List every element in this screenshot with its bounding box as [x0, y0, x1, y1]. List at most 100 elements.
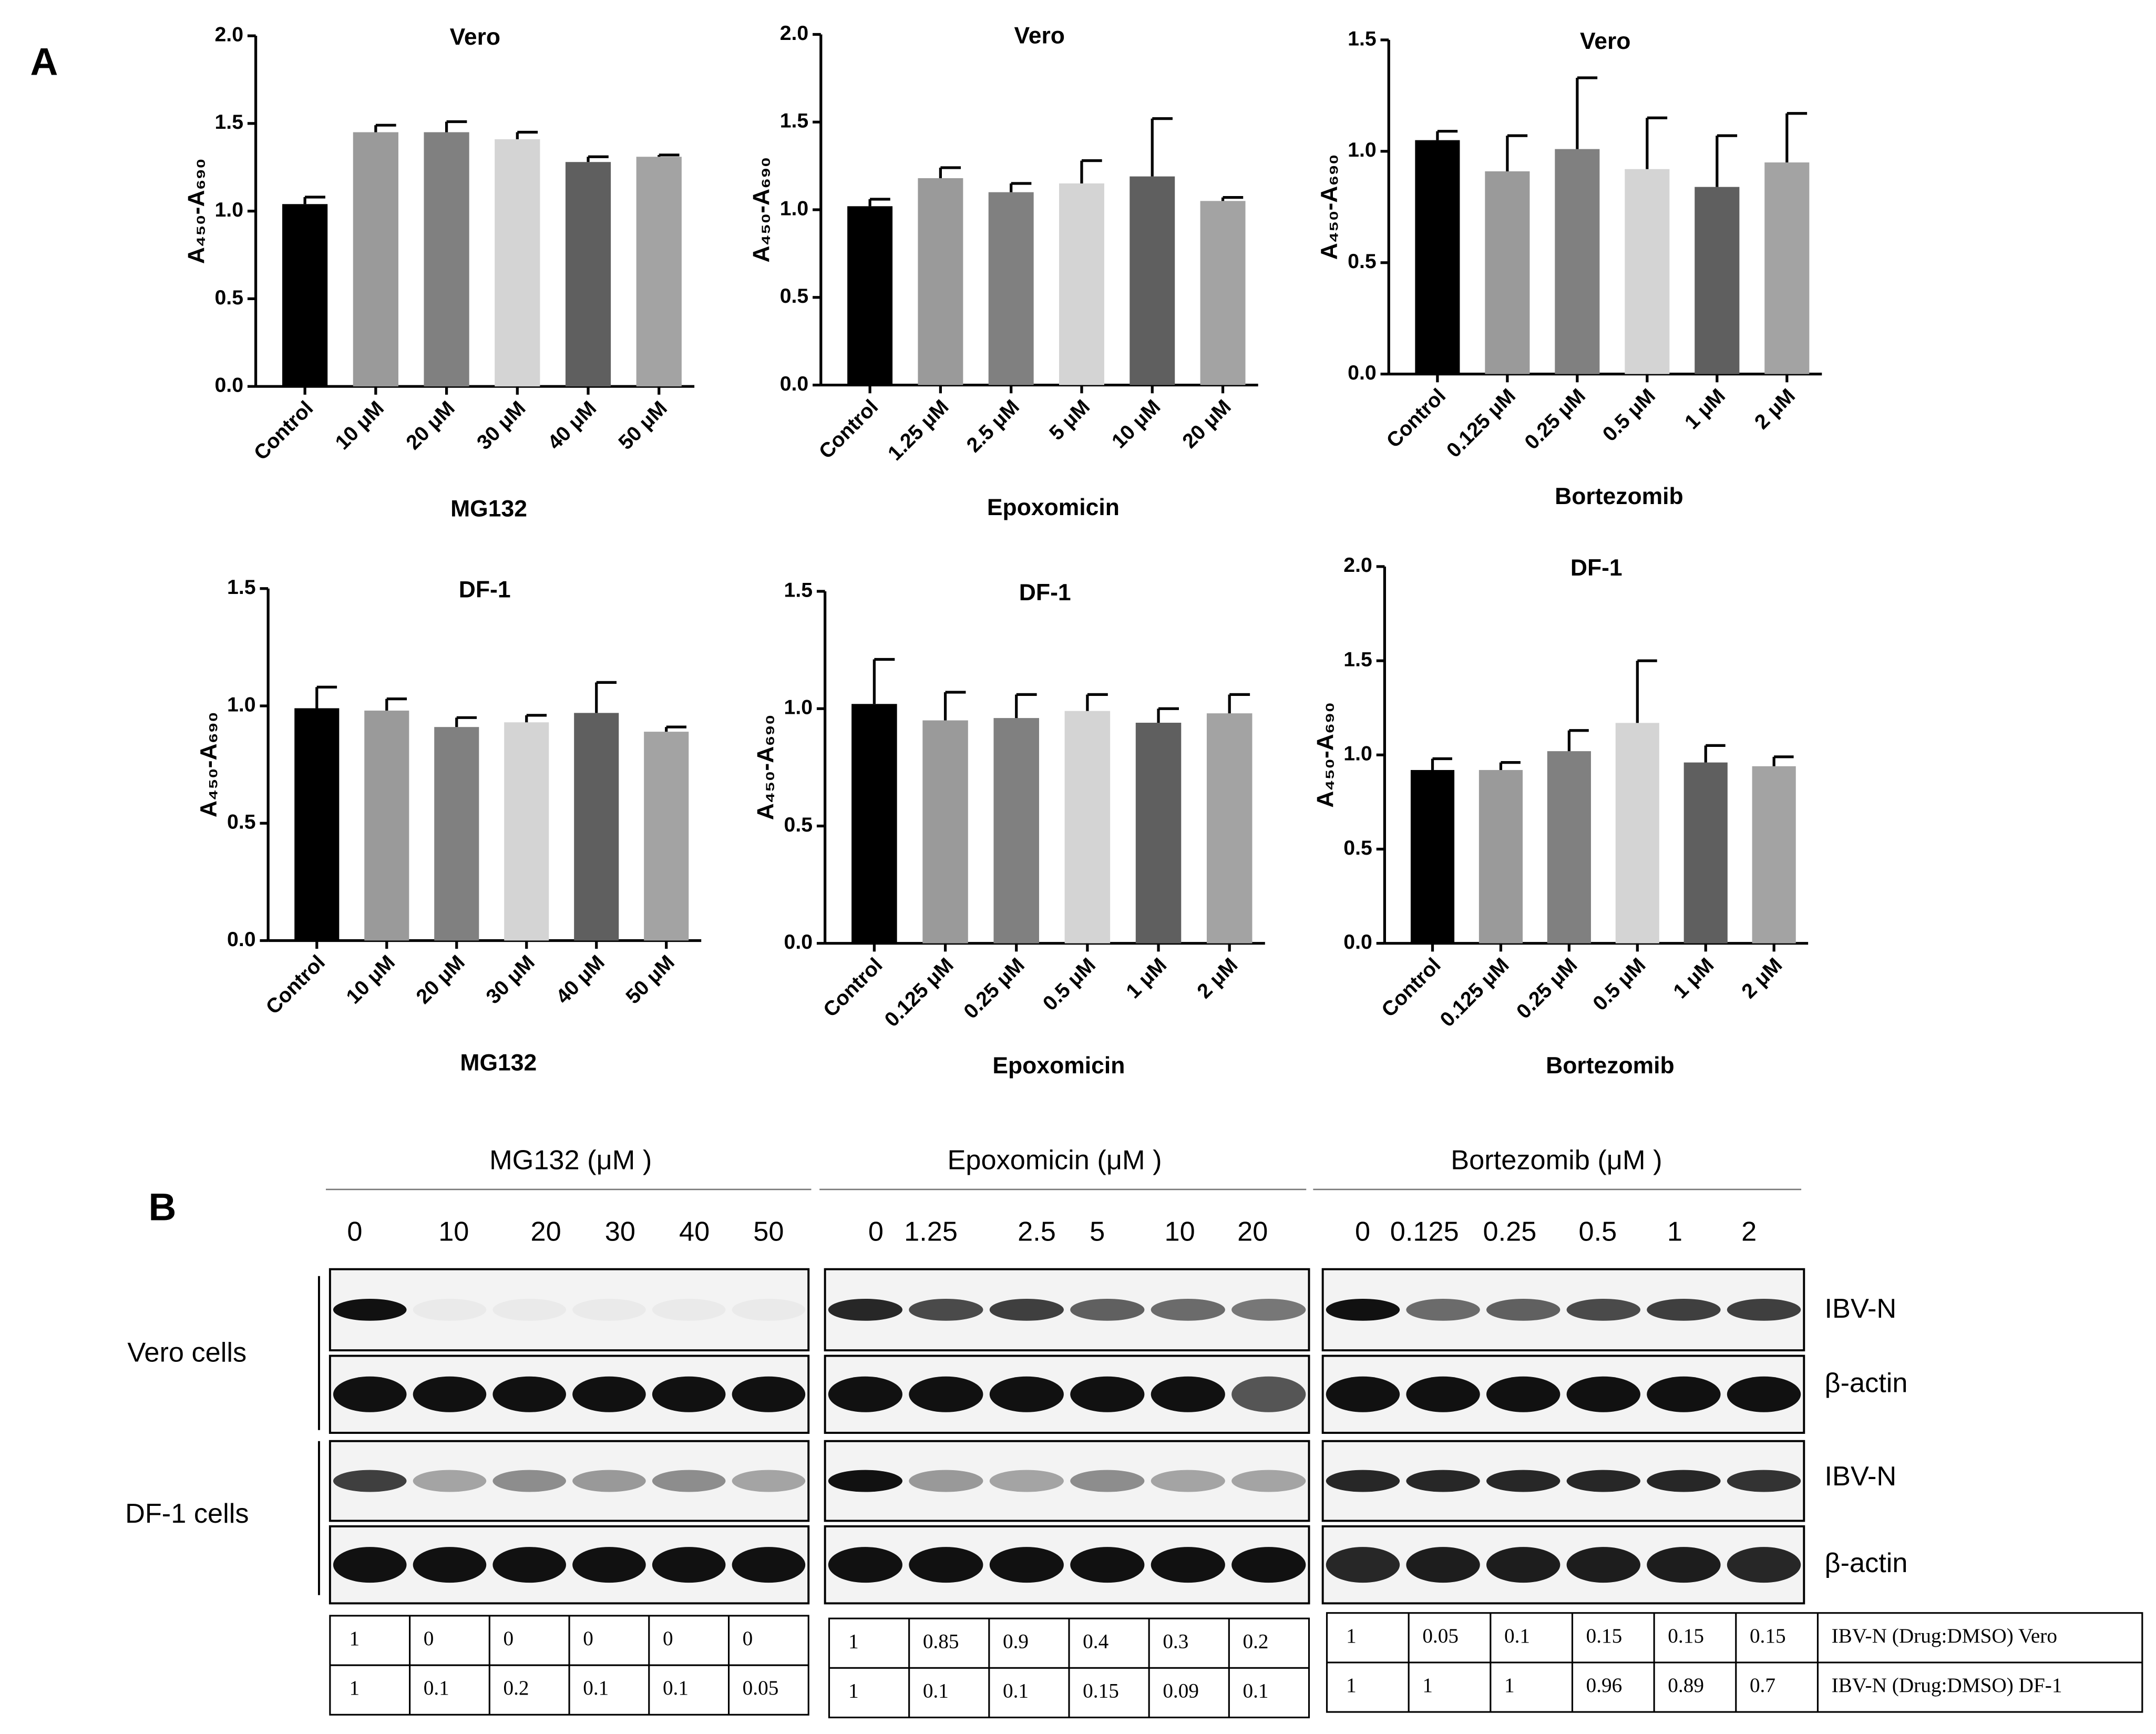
dose-label: 40	[679, 1217, 710, 1247]
chart-title: DF-1	[459, 577, 511, 603]
blot-band	[652, 1376, 726, 1412]
chart-title: DF-1	[1570, 555, 1623, 581]
cell-label: DF-1 cells	[125, 1499, 249, 1529]
x-tick-label: 2 μM	[1750, 384, 1800, 434]
table-cell: 1	[1346, 1625, 1357, 1647]
blot-label: β-actin	[1825, 1548, 1908, 1578]
x-tick-label: 20 μM	[412, 951, 469, 1009]
blot-band	[1070, 1298, 1145, 1321]
x-tick-label: 0.5 μM	[1039, 953, 1100, 1015]
blot	[1321, 1268, 1805, 1352]
table-cell: 0.1	[1504, 1625, 1530, 1647]
x-tick-label: 40 μM	[551, 951, 609, 1009]
x-tick-label: 40 μM	[543, 396, 601, 454]
table-cell: 0.7	[1750, 1674, 1775, 1697]
bar	[1752, 766, 1796, 943]
y-tick-label: 1.5	[784, 578, 813, 601]
dose-label: 0	[1355, 1217, 1370, 1247]
blot	[328, 1440, 810, 1522]
table-row-label: IBV-N (Drug:DMSO) DF-1	[1832, 1674, 2062, 1697]
blot-band	[333, 1547, 407, 1583]
bar	[1479, 769, 1523, 943]
blot-band	[333, 1376, 407, 1412]
blot	[824, 1440, 1310, 1522]
blot-band	[1486, 1470, 1560, 1492]
x-tick-label: 1 μM	[1669, 953, 1718, 1003]
x-tick-label: Control	[261, 951, 330, 1019]
bar	[922, 720, 968, 943]
panel-label: A	[30, 40, 58, 83]
blot	[328, 1268, 810, 1352]
blot-band	[1151, 1298, 1225, 1321]
table-cell: 0.3	[1163, 1630, 1188, 1653]
blot-band	[732, 1298, 806, 1321]
table-cell: 1	[349, 1627, 360, 1650]
y-tick-label: 1.5	[1343, 648, 1372, 671]
blot-band	[1566, 1298, 1640, 1321]
x-axis-label: Epoxomicin	[987, 495, 1120, 520]
blot-band	[1566, 1470, 1640, 1492]
blot-band	[572, 1470, 646, 1492]
y-tick-label: 1.0	[784, 696, 813, 719]
x-tick-label: 0.25 μM	[1512, 953, 1582, 1023]
table-cell: 0.15	[1083, 1679, 1119, 1702]
dose-label: 0.125	[1390, 1217, 1459, 1247]
chart-title: Vero	[1580, 28, 1630, 54]
blot-band	[732, 1376, 806, 1412]
bar	[574, 713, 619, 941]
x-tick-label: 10 μM	[331, 396, 388, 454]
table-cell: 0	[663, 1627, 673, 1650]
blot-band	[909, 1298, 983, 1321]
blot-band	[1566, 1376, 1640, 1412]
x-tick-label: 5 μM	[1045, 395, 1094, 445]
table-cell: 0.15	[1586, 1625, 1623, 1647]
table-row-label: IBV-N (Drug:DMSO) Vero	[1832, 1625, 2057, 1647]
blot-header: Bortezomib (μM )	[1451, 1145, 1662, 1175]
y-tick-label: 0.0	[784, 930, 813, 953]
blot-label: β-actin	[1825, 1368, 1908, 1398]
bar	[1485, 171, 1530, 374]
dose-label: 0.25	[1483, 1217, 1537, 1247]
bar	[1625, 169, 1670, 374]
table-cell: 0.1	[1243, 1679, 1268, 1702]
dose-label: 0.5	[1579, 1217, 1617, 1247]
blot-band	[1406, 1376, 1480, 1412]
dose-label: 20	[1237, 1217, 1268, 1247]
table-cell: 0.05	[1422, 1625, 1459, 1647]
y-tick-label: 0.5	[214, 286, 243, 309]
blot-label: IBV-N	[1825, 1294, 1897, 1324]
bar	[364, 710, 409, 941]
x-tick-label: Control	[815, 395, 883, 464]
blot	[328, 1525, 810, 1605]
bar	[1064, 711, 1111, 943]
blot-band	[1406, 1547, 1480, 1583]
chart-title: Vero	[450, 24, 500, 50]
chart-title: DF-1	[1019, 580, 1071, 606]
table-cell: 0.89	[1668, 1674, 1704, 1697]
blot-band	[1727, 1298, 1801, 1321]
blot-label: IBV-N	[1825, 1461, 1897, 1492]
table-cell: 0.4	[1083, 1630, 1108, 1653]
x-tick-label: 0.25 μM	[1520, 384, 1590, 454]
bar	[282, 204, 328, 387]
table-cell: 0.85	[923, 1630, 959, 1653]
blot	[1321, 1440, 1805, 1522]
blot-band	[1070, 1470, 1145, 1492]
bar	[988, 192, 1034, 385]
blot	[1321, 1355, 1805, 1434]
bar	[565, 162, 611, 387]
y-tick-label: 0.5	[1343, 836, 1372, 859]
dose-label: 10	[438, 1217, 469, 1247]
x-tick-label: 0.25 μM	[959, 953, 1029, 1023]
blot-band	[1647, 1470, 1721, 1492]
dose-label: 5	[1090, 1217, 1105, 1247]
blot-band	[989, 1470, 1064, 1492]
y-tick-label: 0.0	[1343, 930, 1372, 953]
table-cell: 0	[743, 1627, 753, 1650]
blot-band	[909, 1376, 983, 1412]
table-cell: 1	[349, 1677, 360, 1699]
blot-band	[413, 1376, 487, 1412]
table-cell: 0.09	[1163, 1679, 1199, 1702]
y-tick-label: 0.0	[214, 374, 243, 397]
dose-label: 2.5	[1018, 1217, 1056, 1247]
